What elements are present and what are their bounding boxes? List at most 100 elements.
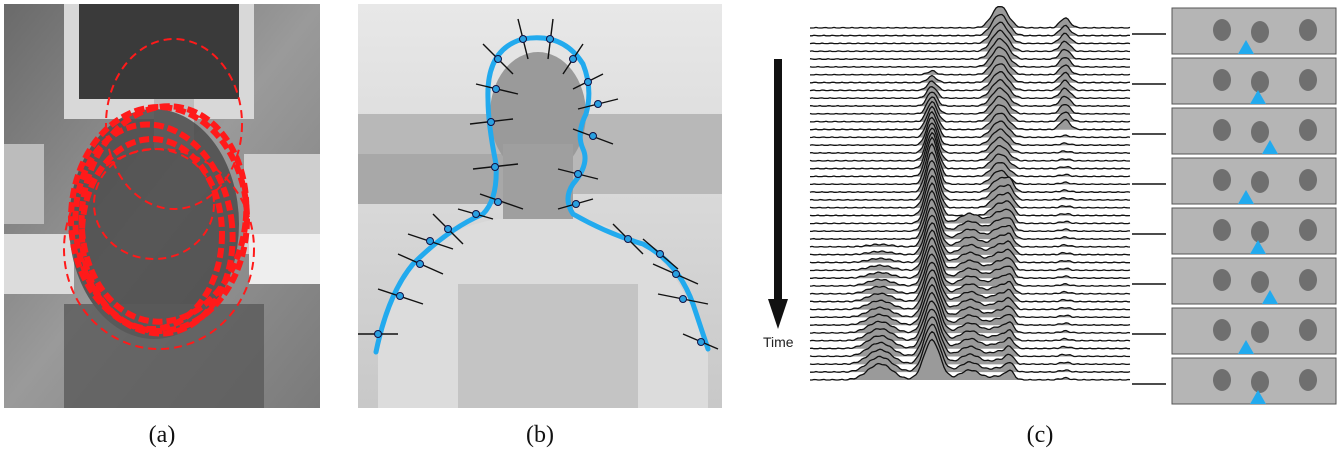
thumbnail-face <box>1213 119 1231 141</box>
density-curve <box>809 122 1130 154</box>
density-fill <box>810 215 1130 255</box>
thumbnail-face <box>1299 119 1317 141</box>
density-curve <box>810 189 1130 233</box>
density-fill <box>810 38 1130 60</box>
thumbnail-face <box>1251 321 1269 343</box>
density-curve <box>809 95 1130 115</box>
density-curve <box>809 323 1131 366</box>
thumbnail-contour <box>1250 90 1266 104</box>
density-curve <box>809 167 1130 209</box>
time-label: Time <box>763 334 794 350</box>
density-curve <box>809 300 1131 342</box>
density-fill <box>810 14 1130 36</box>
density-curve <box>810 330 1131 373</box>
density-fill <box>810 301 1130 341</box>
density-curve <box>810 13 1131 37</box>
thumbnail-contour <box>1262 140 1278 154</box>
thumbnail-face <box>1213 19 1231 41</box>
thumbnail-face <box>1299 19 1317 41</box>
density-curve <box>809 110 1131 139</box>
density-curve <box>809 269 1130 311</box>
density-stack <box>768 5 1337 405</box>
density-curve <box>809 21 1131 45</box>
density-fill <box>810 284 1130 326</box>
thumbnail-face <box>1213 269 1231 291</box>
density-fill <box>810 137 1130 177</box>
density-fill <box>810 222 1130 263</box>
density-fill <box>810 262 1130 302</box>
panel-a <box>4 4 320 408</box>
density-curve <box>810 229 1131 272</box>
density-curve <box>809 29 1131 53</box>
density-curve <box>809 308 1130 350</box>
density-curve <box>809 253 1131 295</box>
density-fill <box>810 190 1130 232</box>
density-curve <box>809 244 1131 287</box>
thumbnail-face <box>1213 69 1231 91</box>
density-fill <box>810 230 1130 271</box>
density-fill <box>810 106 1130 130</box>
thumbnail-face <box>1299 319 1317 341</box>
density-curve <box>810 55 1131 76</box>
thumbnail-contour <box>1250 240 1266 254</box>
density-curve <box>809 37 1130 60</box>
density-curve <box>809 222 1130 264</box>
thumbnail-contour <box>1238 40 1254 54</box>
density-curve <box>810 236 1131 279</box>
density-curve <box>809 316 1130 358</box>
density-fill <box>810 143 1130 185</box>
density-fill <box>810 339 1130 380</box>
thumbnail-face <box>1251 271 1269 293</box>
density-curve <box>809 151 1131 193</box>
panel-c <box>760 4 1338 408</box>
density-fill <box>810 63 1130 83</box>
panel-b-image <box>358 4 722 408</box>
density-fill <box>810 270 1130 310</box>
cyan-contour-icon <box>373 35 711 355</box>
density-curve <box>809 206 1131 248</box>
density-curve <box>810 261 1130 303</box>
thumbnail-face <box>1251 171 1269 193</box>
density-curve <box>809 116 1131 146</box>
thumbnail-face <box>1299 369 1317 391</box>
panel-b <box>358 4 722 408</box>
thumbnail-face <box>1213 369 1231 391</box>
thumbnail-face <box>1213 169 1231 191</box>
caption-a: (a) <box>148 422 176 448</box>
thumbnail-face <box>1299 169 1317 191</box>
density-fill <box>810 207 1130 248</box>
density-curve <box>810 63 1131 84</box>
density-fill <box>810 160 1130 201</box>
density-fill <box>810 22 1130 44</box>
panel-a-image <box>4 4 320 408</box>
thumbnail-face <box>1251 71 1269 93</box>
density-fill <box>810 152 1130 193</box>
thumbnail-face <box>1299 269 1317 291</box>
density-fill <box>810 183 1130 224</box>
density-curve <box>809 86 1130 107</box>
density-curve <box>809 127 1130 162</box>
density-fill <box>810 245 1130 287</box>
density-curve <box>809 214 1130 256</box>
density-curve <box>810 136 1131 178</box>
density-curve <box>809 159 1130 201</box>
density-curve <box>810 142 1131 186</box>
density-fill <box>810 175 1130 216</box>
thumbnail-contour <box>1250 390 1266 404</box>
density-curve <box>809 198 1131 240</box>
density-curve <box>809 174 1131 217</box>
thumbnail-face <box>1299 69 1317 91</box>
density-curve <box>809 71 1131 92</box>
density-fill <box>810 111 1130 138</box>
density-fill <box>810 199 1130 240</box>
density-fill <box>810 47 1130 68</box>
red-contour-icon <box>68 103 250 337</box>
density-fill <box>810 292 1130 334</box>
density-curve <box>810 291 1131 334</box>
thumbnail-face <box>1251 21 1269 43</box>
caption-b: (b) <box>526 422 554 448</box>
density-fill <box>810 101 1130 122</box>
density-curve <box>810 283 1131 326</box>
thumbnail-face <box>1251 121 1269 143</box>
density-curve <box>810 5 1131 29</box>
